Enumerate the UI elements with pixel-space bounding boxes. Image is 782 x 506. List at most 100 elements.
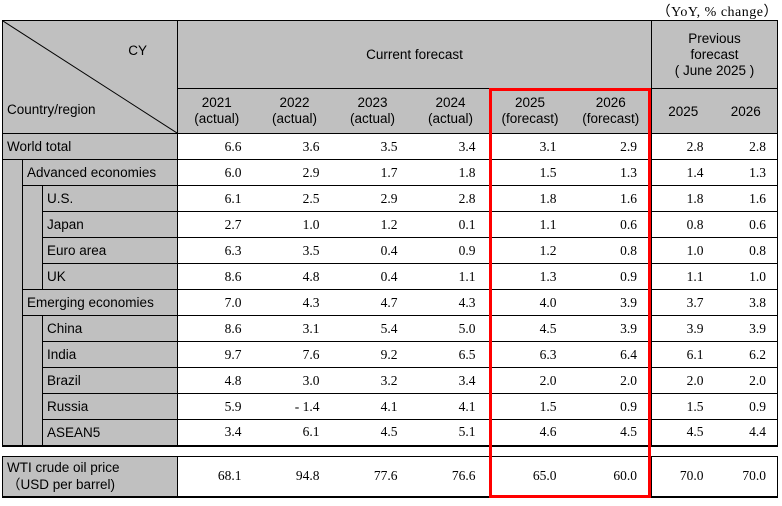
- table-row-china: China 8.6 3.1 5.4 5.0 4.5 3.9 3.9 3.9: [3, 315, 778, 446]
- value-cell: 2.9: [570, 133, 653, 160]
- value-cell: 3.9: [651, 315, 715, 342]
- value-cell: 1.5: [651, 393, 715, 420]
- value-cell: 0.9: [570, 393, 653, 420]
- value-cell: 6.3: [489, 341, 571, 368]
- value-cell: 70.0: [651, 456, 715, 497]
- value-cell: 6.0: [177, 159, 256, 186]
- value-cell: 3.2: [333, 367, 412, 394]
- row-label: World total: [2, 133, 179, 160]
- wti-label-line1: WTI crude oil price: [7, 460, 120, 476]
- value-cell: 4.8: [255, 263, 334, 290]
- table-row-japan: Japan 2.7 1.0 1.2 0.1 1.1 0.6 0.8 0.6: [3, 211, 778, 238]
- value-cell: 1.1: [411, 263, 490, 290]
- value-cell: 6.1: [651, 341, 715, 368]
- value-cell: 4.3: [255, 289, 334, 316]
- header-year-row: 2021 (actual) 2022 (actual) 2023 (actual) 2…: [3, 88, 778, 134]
- value-cell: 0.9: [714, 393, 778, 420]
- value-cell: 4.8: [177, 367, 256, 394]
- current-forecast-header: Current forecast: [177, 20, 653, 89]
- value-cell: 4.5: [489, 315, 571, 342]
- row-label: U.S.: [42, 185, 179, 212]
- value-cell: 3.5: [333, 133, 412, 160]
- value-cell: 0.8: [570, 237, 653, 264]
- value-cell: 65.0: [489, 456, 571, 497]
- indent-strip: [22, 185, 43, 290]
- table-row-us: U.S. 6.1 2.5 2.9 2.8 1.8 1.6 1.8 1.6: [3, 185, 778, 290]
- table-row-advanced-economies: Advanced economies 6.0 2.9 1.7 1.8 1.5 1…: [2, 159, 778, 446]
- year-header-2024: 2024 (actual): [411, 88, 490, 134]
- value-cell: 6.3: [177, 237, 256, 264]
- value-cell: 3.6: [255, 133, 334, 160]
- value-cell: 5.9: [177, 393, 256, 420]
- value-cell: 4.1: [333, 393, 412, 420]
- value-cell: 3.9: [714, 315, 778, 342]
- value-cell: 1.7: [333, 159, 412, 186]
- indent-strip: [22, 315, 43, 446]
- value-cell: 1.3: [570, 159, 653, 186]
- year-header-2022: 2022 (actual): [255, 88, 334, 134]
- indent-strip: [2, 159, 23, 446]
- row-label: Advanced economies: [22, 159, 179, 186]
- value-cell: 0.4: [333, 263, 412, 290]
- value-cell: 2.5: [255, 185, 334, 212]
- table-row-asean5: ASEAN5 3.4 6.1 4.5 5.1 4.6 4.5 4.5 4.4: [3, 419, 778, 446]
- wti-label-line2: （USD per barrel): [7, 477, 116, 493]
- previous-forecast-line2: forecast: [690, 46, 739, 62]
- units-note: （YoY, % change）: [656, 5, 778, 20]
- value-cell: 5.0: [411, 315, 490, 342]
- value-cell: 3.4: [411, 133, 490, 160]
- value-cell: 94.8: [255, 456, 334, 497]
- value-cell: 1.8: [489, 185, 571, 212]
- table-row-brazil: Brazil 4.8 3.0 3.2 3.4 2.0 2.0 2.0 2.0: [3, 367, 778, 394]
- value-cell: 3.1: [255, 315, 334, 342]
- value-cell: - 1.4: [255, 393, 334, 420]
- value-cell: 1.0: [714, 263, 778, 290]
- value-cell: 1.0: [255, 211, 334, 238]
- value-cell: 4.5: [570, 419, 653, 446]
- value-cell: 2.8: [411, 185, 490, 212]
- value-cell: 3.0: [255, 367, 334, 394]
- year-header-2021: 2021 (actual): [177, 88, 256, 134]
- value-cell: 76.6: [411, 456, 490, 497]
- value-cell: 3.8: [714, 289, 778, 316]
- value-cell: 4.3: [411, 289, 490, 316]
- value-cell: 68.1: [177, 456, 256, 497]
- value-cell: 6.6: [177, 133, 256, 160]
- value-cell: 4.4: [714, 419, 778, 446]
- value-cell: 1.5: [489, 159, 571, 186]
- value-cell: 1.2: [489, 237, 571, 264]
- value-cell: 1.4: [651, 159, 715, 186]
- previous-forecast-line1: Previous: [688, 30, 741, 46]
- value-cell: 4.5: [651, 419, 715, 446]
- value-cell: 2.7: [177, 211, 256, 238]
- table-row-wti: WTI crude oil price （USD per barrel) 68.…: [2, 456, 778, 497]
- year-header-2023: 2023 (actual): [333, 88, 412, 134]
- value-cell: 3.7: [651, 289, 715, 316]
- diagonal-line: [3, 21, 177, 133]
- value-cell: 2.9: [255, 159, 334, 186]
- value-cell: 2.0: [489, 367, 571, 394]
- value-cell: 6.5: [411, 341, 490, 368]
- value-cell: 0.9: [411, 237, 490, 264]
- row-label: Emerging economies: [22, 289, 179, 316]
- table-row-world-total: World total 6.6 3.6 3.5 3.4 3.1 2.9 2.8 …: [2, 133, 778, 160]
- value-cell: 3.5: [255, 237, 334, 264]
- value-cell: 8.6: [177, 263, 256, 290]
- value-cell: 3.4: [177, 419, 256, 446]
- row-label: UK: [42, 263, 179, 290]
- value-cell: 60.0: [570, 456, 652, 497]
- value-cell: 70.0: [714, 456, 778, 497]
- previous-forecast-header: Previous forecast ( June 2025 ): [651, 20, 778, 89]
- value-cell: 0.9: [570, 263, 653, 290]
- value-cell: 3.4: [411, 367, 490, 394]
- value-cell: 1.6: [570, 185, 653, 212]
- table-row-uk: UK 8.6 4.8 0.4 1.1 1.3 0.9 1.1 1.0: [3, 263, 778, 290]
- value-cell: 6.2: [714, 341, 778, 368]
- value-cell: 6.1: [255, 419, 334, 446]
- row-label: Japan: [42, 211, 179, 238]
- value-cell: 6.4: [570, 341, 653, 368]
- value-cell: 4.5: [333, 419, 412, 446]
- corner-header-cell: CY Country/region: [2, 20, 179, 134]
- value-cell: 3.9: [570, 315, 653, 342]
- value-cell: 77.6: [333, 456, 412, 497]
